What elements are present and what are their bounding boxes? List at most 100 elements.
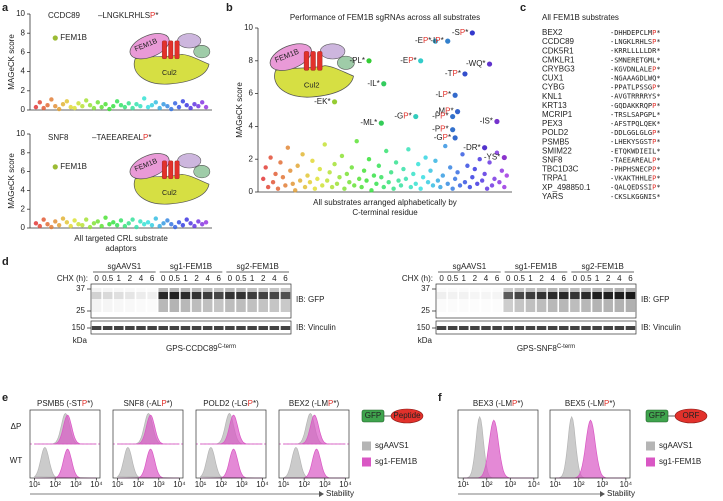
reporter-label: GPS-SNF8C-term bbox=[517, 344, 575, 354]
purple-subunit bbox=[177, 153, 202, 169]
text-part: -E bbox=[415, 36, 423, 45]
data-point bbox=[263, 165, 268, 170]
point-label: -EP* bbox=[400, 56, 416, 65]
panel-letter: c bbox=[520, 2, 526, 14]
group-label: sgAAVS1 bbox=[453, 262, 487, 271]
gfp-band bbox=[581, 288, 591, 312]
text-part: BEX2 (-LM bbox=[289, 399, 328, 408]
data-point bbox=[84, 217, 89, 222]
data-point bbox=[406, 147, 411, 152]
probe-label: IB: Vinculin bbox=[296, 323, 336, 332]
fem1b-repeat bbox=[174, 40, 180, 59]
gfp-band-core bbox=[125, 292, 135, 299]
y-tick-label: 0 bbox=[249, 187, 254, 196]
vinculin-band bbox=[114, 326, 124, 330]
text-part: BEX3 (-LM bbox=[473, 399, 512, 408]
reporter-name: GPS-SNF8 bbox=[517, 344, 558, 353]
data-point bbox=[420, 175, 426, 180]
text-part: P bbox=[460, 28, 465, 37]
data-point bbox=[423, 155, 428, 160]
text-part: SNF8 (-AL bbox=[124, 399, 162, 408]
diagram-label: Cul2 bbox=[304, 81, 320, 90]
data-point bbox=[374, 181, 379, 186]
data-point bbox=[329, 184, 335, 190]
marker-label: 25 bbox=[421, 306, 430, 315]
data-point bbox=[172, 224, 178, 230]
labeled-point bbox=[366, 58, 372, 64]
data-point bbox=[391, 186, 396, 191]
time-label: 2 bbox=[606, 274, 611, 283]
data-point bbox=[352, 183, 357, 188]
text-part: * bbox=[656, 166, 660, 174]
labeled-point bbox=[381, 81, 387, 87]
text-part: P bbox=[403, 112, 408, 121]
probe-label: IB: GFP bbox=[296, 295, 324, 304]
data-point bbox=[497, 179, 502, 185]
y-tick-label: 10 bbox=[244, 23, 253, 32]
y-tick-label: 6 bbox=[249, 89, 254, 98]
data-point bbox=[49, 224, 54, 230]
data-point bbox=[337, 175, 342, 180]
data-point bbox=[366, 157, 372, 162]
vinculin-band bbox=[581, 326, 591, 330]
group-label: sgAAVS1 bbox=[108, 262, 142, 271]
time-label: 0.5 bbox=[169, 274, 181, 283]
text-part: P bbox=[512, 399, 517, 408]
y-tick-label: 2 bbox=[21, 86, 26, 95]
text-part: * bbox=[656, 102, 660, 110]
substrate-sequence: -ETQKWDIEIL* bbox=[610, 147, 661, 155]
gfp-band-core bbox=[91, 292, 102, 299]
gfp-band-core bbox=[625, 292, 636, 299]
substrate-name: TRPA1 bbox=[542, 174, 568, 183]
data-point bbox=[465, 163, 470, 168]
gfp-band-core bbox=[447, 292, 458, 299]
gfp-band-core bbox=[236, 292, 246, 299]
vinculin-band bbox=[592, 326, 602, 330]
y-tick-label: 0 bbox=[21, 223, 26, 232]
substrate-sequence: -KRRLLLLLDR* bbox=[610, 47, 661, 55]
x-tick-label: 10³ bbox=[597, 480, 609, 489]
time-label: 4 bbox=[484, 274, 489, 283]
time-label: 0 bbox=[94, 274, 99, 283]
data-point bbox=[114, 99, 120, 104]
substrate-name: XP_498850.1 bbox=[542, 183, 591, 192]
data-point bbox=[126, 221, 131, 226]
plot-title: BEX5 (-LMP*) bbox=[565, 399, 616, 408]
text-part: -P bbox=[432, 125, 440, 134]
gfp-band bbox=[514, 288, 525, 312]
text-part: * bbox=[656, 184, 660, 192]
data-point bbox=[165, 218, 170, 223]
point-label: -PP* bbox=[432, 125, 448, 134]
data-point bbox=[84, 98, 89, 103]
vinculin-band bbox=[269, 326, 280, 330]
fem1b-repeat bbox=[303, 51, 310, 71]
text-part: -PHPHSNECP bbox=[610, 166, 652, 174]
time-label: 4 bbox=[272, 274, 277, 283]
gfp-band bbox=[102, 288, 113, 312]
vinculin-band bbox=[492, 326, 502, 330]
fem1b-repeat bbox=[162, 40, 167, 59]
text-part: *) bbox=[87, 399, 93, 408]
gfp-band bbox=[180, 288, 191, 312]
data-point bbox=[169, 222, 174, 227]
time-label: 1 bbox=[183, 274, 188, 283]
legend-swatch bbox=[362, 457, 371, 467]
chart-title: Performance of FEM1B sgRNAs across all s… bbox=[290, 13, 480, 22]
highlight-label: FEM1B bbox=[60, 33, 87, 42]
point-label: -TP* bbox=[445, 69, 461, 78]
gfp-band bbox=[280, 288, 291, 312]
vinculin-band bbox=[147, 326, 157, 330]
data-point bbox=[95, 100, 101, 105]
y-tick-label: 2 bbox=[249, 154, 254, 163]
data-point bbox=[172, 101, 178, 106]
gfp-band-core bbox=[525, 292, 536, 299]
gfp-band bbox=[525, 288, 536, 312]
histogram bbox=[117, 414, 180, 445]
vinculin-band bbox=[547, 326, 558, 330]
highlight-label: FEM1B bbox=[60, 162, 87, 171]
y-tick-label: 4 bbox=[249, 122, 254, 131]
construct-label: Peptide bbox=[393, 411, 421, 420]
text-part: P bbox=[652, 184, 656, 192]
